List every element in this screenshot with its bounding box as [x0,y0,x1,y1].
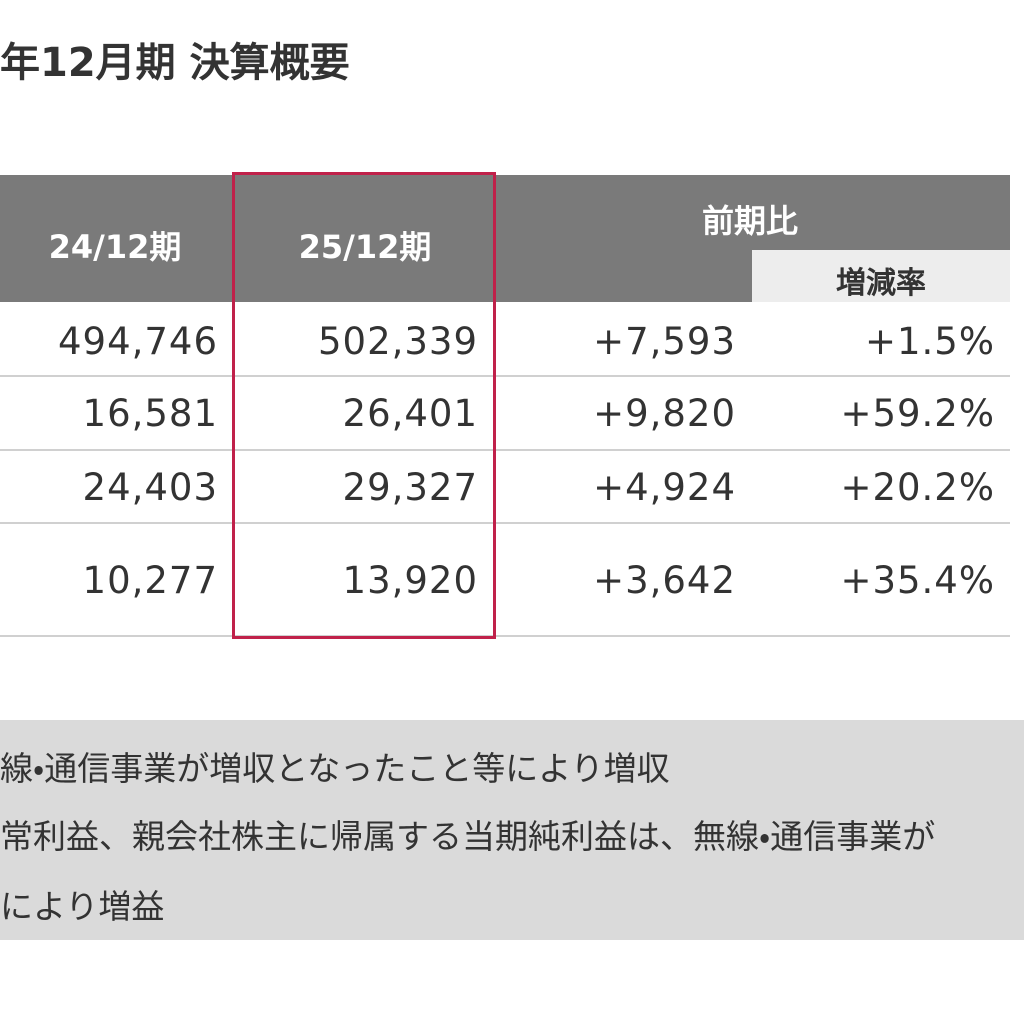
table-cell: 10,277 [82,559,218,602]
table-cell: 24,403 [82,466,218,509]
highlight-frame [232,172,496,639]
subheader-label: 増減率 [836,266,926,301]
row-divider [0,375,1010,377]
table-cell: +4,924 [593,466,736,509]
table-cell: +20.2% [840,466,995,509]
notes-box [0,720,1024,940]
column-header: 25/12期 [298,228,432,266]
table-cell: 16,581 [82,392,218,435]
note-line: により増益 [0,887,165,926]
table-cell: +35.4% [840,559,995,602]
table-cell: 494,746 [57,320,218,363]
subheader-cell [752,250,1010,302]
note-line: 線・通信事業が増収となったこと等により増収 [0,749,670,788]
column-header: 前期比 [701,202,798,240]
table-cell: +59.2% [840,392,995,435]
table-cell: +1.5% [864,320,995,363]
column-header: 24/12期 [48,228,182,266]
row-divider [0,449,1010,451]
row-divider [0,635,1010,637]
table-cell: 29,327 [342,466,478,509]
row-divider [0,522,1010,524]
slide-title: 年12月期 決算概要 [0,40,350,86]
table-cell: +7,593 [593,320,736,363]
table-cell: +9,820 [593,392,736,435]
note-line: 常利益、親会社株主に帰属する当期純利益は、無線・通信事業が [0,817,936,856]
table-cell: +3,642 [593,559,736,602]
table-cell: 13,920 [342,559,478,602]
table-cell: 502,339 [317,320,478,363]
table-cell: 26,401 [342,392,478,435]
